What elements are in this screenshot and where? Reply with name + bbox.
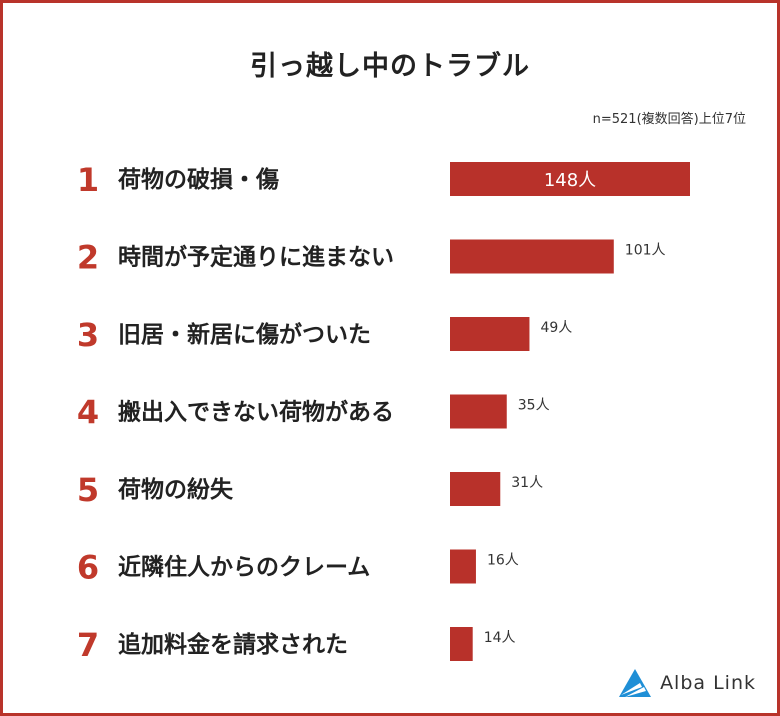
category-label: 荷物の破損・傷: [118, 166, 279, 193]
rank-number: 6: [77, 549, 99, 587]
value-label: 49人: [540, 320, 572, 336]
bar: [450, 472, 501, 506]
value-label: 16人: [487, 553, 519, 569]
value-label: 101人: [625, 243, 666, 259]
bar: [450, 627, 473, 661]
logo-text: Alba Link: [660, 672, 756, 694]
category-label: 近隣住人からのクレーム: [118, 554, 370, 581]
category-label: 旧居・新居に傷がついた: [118, 321, 371, 348]
logo: Alba Link: [618, 668, 756, 698]
bar: [450, 549, 476, 584]
bar: [450, 162, 690, 196]
rank-number: 3: [77, 316, 99, 354]
value-label: 14人: [484, 630, 516, 646]
bar: [450, 317, 530, 351]
sample-note: n=521(複数回答)上位7位: [592, 112, 746, 127]
alba-link-logo-icon: [619, 669, 652, 697]
category-label: 搬出入できない荷物がある: [118, 399, 394, 426]
bar: [450, 394, 507, 429]
category-label: 時間が予定通りに進まない: [118, 244, 394, 271]
rank-number: 7: [77, 626, 99, 664]
category-label: 追加料金を請求された: [118, 631, 348, 658]
rank-number: 1: [77, 161, 99, 199]
value-label: 35人: [518, 398, 550, 414]
rank-number: 5: [77, 471, 99, 509]
rank-number: 4: [77, 394, 99, 432]
category-label: 荷物の紛失: [118, 476, 234, 503]
value-label: 31人: [511, 475, 543, 491]
bar: [450, 239, 614, 274]
chart-title: 引っ越し中のトラブル: [250, 51, 530, 82]
rank-number: 2: [77, 239, 99, 277]
value-label: 148人: [544, 170, 596, 191]
